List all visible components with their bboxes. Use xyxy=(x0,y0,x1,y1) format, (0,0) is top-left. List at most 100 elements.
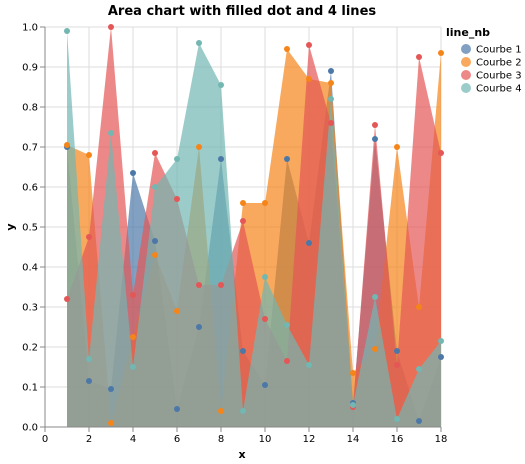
point-courbe-4 xyxy=(108,130,114,136)
point-courbe-1 xyxy=(196,324,202,330)
point-courbe-2 xyxy=(328,80,334,86)
point-courbe-3 xyxy=(394,362,400,368)
series-points xyxy=(64,24,444,426)
point-courbe-1 xyxy=(372,136,378,142)
x-tick-label: 16 xyxy=(391,434,404,445)
point-courbe-1 xyxy=(284,156,290,162)
point-courbe-3 xyxy=(240,218,246,224)
point-courbe-2 xyxy=(64,142,70,148)
point-courbe-3 xyxy=(64,296,70,302)
point-courbe-3 xyxy=(152,150,158,156)
point-courbe-4 xyxy=(372,294,378,300)
point-courbe-2 xyxy=(394,144,400,150)
series-areas xyxy=(67,27,441,427)
point-courbe-2 xyxy=(438,50,444,56)
point-courbe-3 xyxy=(218,282,224,288)
legend-swatch-courbe-4 xyxy=(461,83,471,93)
x-tick-label: 6 xyxy=(174,434,180,445)
legend-label-courbe-1: Courbe 1 xyxy=(476,45,522,56)
point-courbe-1 xyxy=(86,378,92,384)
point-courbe-1 xyxy=(328,68,334,74)
y-tick-label: 0.4 xyxy=(22,263,38,274)
point-courbe-1 xyxy=(416,418,422,424)
point-courbe-4 xyxy=(196,40,202,46)
legend-label-courbe-3: Courbe 3 xyxy=(476,71,522,82)
point-courbe-2 xyxy=(416,304,422,310)
point-courbe-1 xyxy=(240,348,246,354)
point-courbe-1 xyxy=(108,386,114,392)
y-tick-label: 0.3 xyxy=(22,303,38,314)
x-tick-label: 4 xyxy=(130,434,136,445)
point-courbe-4 xyxy=(130,364,136,370)
x-axis-title: x xyxy=(238,448,245,461)
point-courbe-2 xyxy=(86,152,92,158)
point-courbe-1 xyxy=(394,348,400,354)
point-courbe-4 xyxy=(262,274,268,280)
x-tick-label: 10 xyxy=(259,434,272,445)
y-tick-label: 0.5 xyxy=(22,223,38,234)
point-courbe-4 xyxy=(328,96,334,102)
y-tick-label: 0.8 xyxy=(22,103,38,114)
legend-label-courbe-4: Courbe 4 xyxy=(476,84,522,95)
point-courbe-4 xyxy=(86,356,92,362)
point-courbe-3 xyxy=(196,282,202,288)
point-courbe-4 xyxy=(438,338,444,344)
point-courbe-1 xyxy=(218,156,224,162)
point-courbe-3 xyxy=(438,150,444,156)
point-courbe-1 xyxy=(152,238,158,244)
point-courbe-4 xyxy=(416,366,422,372)
point-courbe-3 xyxy=(284,358,290,364)
point-courbe-3 xyxy=(262,316,268,322)
point-courbe-4 xyxy=(284,322,290,328)
point-courbe-2 xyxy=(262,200,268,206)
area-courbe-4 xyxy=(67,31,441,427)
point-courbe-4 xyxy=(218,82,224,88)
point-courbe-2 xyxy=(218,408,224,414)
point-courbe-1 xyxy=(174,406,180,412)
chart-title: Area chart with filled dot and 4 lines xyxy=(108,4,377,19)
point-courbe-2 xyxy=(196,144,202,150)
point-courbe-4 xyxy=(240,408,246,414)
point-courbe-1 xyxy=(262,382,268,388)
point-courbe-3 xyxy=(306,42,312,48)
y-tick-label: 0.1 xyxy=(22,383,38,394)
point-courbe-2 xyxy=(174,308,180,314)
legend-title: line_nb xyxy=(446,26,490,39)
legend-swatch-courbe-1 xyxy=(461,44,471,54)
point-courbe-4 xyxy=(64,28,70,34)
point-courbe-3 xyxy=(372,122,378,128)
point-courbe-2 xyxy=(350,370,356,376)
point-courbe-3 xyxy=(108,24,114,30)
legend-label-courbe-2: Courbe 2 xyxy=(476,58,522,69)
legend-swatch-courbe-2 xyxy=(461,57,471,67)
point-courbe-4 xyxy=(306,362,312,368)
point-courbe-2 xyxy=(372,346,378,352)
y-tick-label: 0.6 xyxy=(22,183,38,194)
x-tick-label: 0 xyxy=(42,434,48,445)
y-tick-label: 0.2 xyxy=(22,343,38,354)
y-axis-title: y xyxy=(4,223,17,230)
point-courbe-2 xyxy=(240,200,246,206)
point-courbe-1 xyxy=(438,354,444,360)
point-courbe-3 xyxy=(416,54,422,60)
point-courbe-4 xyxy=(350,402,356,408)
point-courbe-2 xyxy=(284,46,290,52)
point-courbe-3 xyxy=(86,234,92,240)
point-courbe-4 xyxy=(394,416,400,422)
x-tick-label: 2 xyxy=(86,434,92,445)
point-courbe-2 xyxy=(130,334,136,340)
x-tick-label: 8 xyxy=(218,434,224,445)
x-tick-label: 18 xyxy=(435,434,448,445)
x-tick-label: 14 xyxy=(347,434,360,445)
axes: 0 2 4 6 8 10 12 14 16 18 0.0 0.1 0.2 0.3 0.4 0.5 0.6 0.7 0… xyxy=(22,23,447,446)
x-tick-label: 12 xyxy=(303,434,316,445)
y-tick-label: 0.9 xyxy=(22,63,38,74)
legend-swatch-courbe-3 xyxy=(461,70,471,80)
y-tick-label: 0.0 xyxy=(22,423,38,434)
legend: line_nb Courbe 1 Courbe 2 Courbe 3 Courbe 4 xyxy=(446,26,522,95)
point-courbe-2 xyxy=(108,420,114,426)
point-courbe-1 xyxy=(306,240,312,246)
point-courbe-3 xyxy=(174,196,180,202)
point-courbe-2 xyxy=(152,252,158,258)
